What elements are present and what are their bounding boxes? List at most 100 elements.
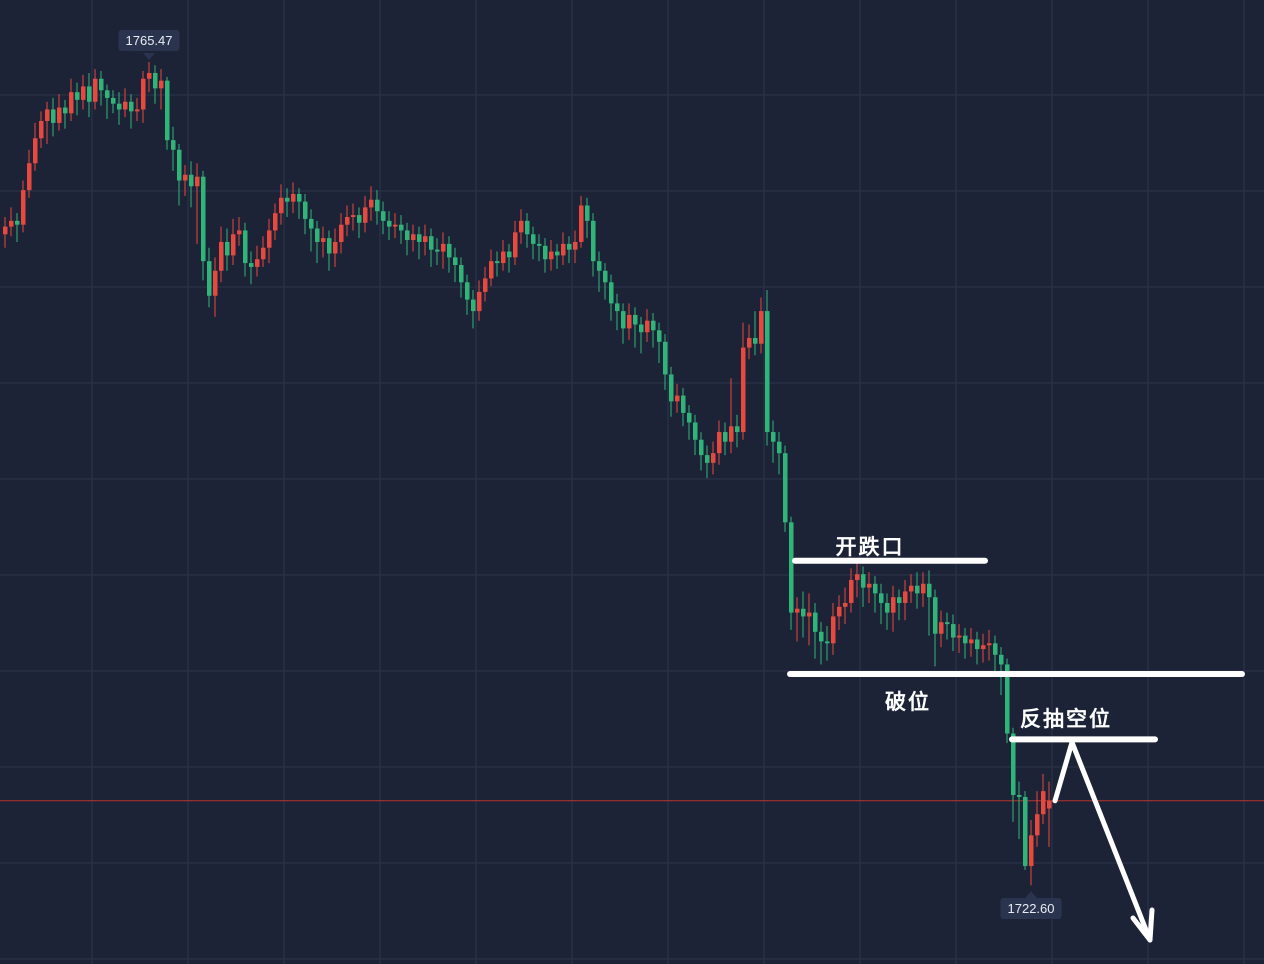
candle-body xyxy=(891,597,896,613)
candle xyxy=(945,612,950,640)
candle-body xyxy=(375,199,380,212)
candle-body xyxy=(753,337,758,344)
candle xyxy=(699,432,704,471)
candle-body xyxy=(699,439,704,456)
candle-body xyxy=(837,606,842,617)
candle xyxy=(285,188,290,217)
candle-body xyxy=(459,265,464,283)
candle xyxy=(903,579,908,621)
candle-body xyxy=(1041,791,1046,815)
candle-body xyxy=(423,236,428,242)
candle xyxy=(567,236,572,264)
candle-body xyxy=(975,639,980,650)
candle-body xyxy=(75,92,80,100)
candle xyxy=(627,303,632,340)
candle xyxy=(969,627,974,657)
candle-body xyxy=(219,241,224,271)
candle-body xyxy=(957,635,962,638)
candle xyxy=(255,245,260,277)
candle-body xyxy=(513,232,518,258)
candle-body xyxy=(867,583,872,588)
candle xyxy=(741,322,746,440)
candle-body xyxy=(855,574,860,580)
candle xyxy=(591,213,596,277)
candle xyxy=(21,180,26,233)
candle-body xyxy=(591,220,596,262)
candle-body xyxy=(567,243,572,250)
candle-body xyxy=(321,238,326,242)
candle-body xyxy=(825,641,830,644)
candle xyxy=(483,266,488,302)
candle-body xyxy=(417,234,422,242)
candle xyxy=(867,572,872,603)
candle xyxy=(15,213,20,242)
candle-body xyxy=(135,109,140,112)
candle xyxy=(633,307,638,348)
candle-body xyxy=(681,395,686,413)
candle-body xyxy=(531,234,536,244)
candle-body xyxy=(885,602,890,613)
candle-body xyxy=(777,441,782,454)
candle-body xyxy=(747,337,752,348)
candle-body xyxy=(543,245,548,260)
candle xyxy=(501,240,506,271)
candle-body xyxy=(693,422,698,440)
candle-body xyxy=(381,211,386,221)
candle xyxy=(135,97,140,121)
candle xyxy=(99,71,104,106)
candle xyxy=(897,589,902,621)
candle xyxy=(375,190,380,225)
candle xyxy=(351,203,356,231)
candle-body xyxy=(213,270,218,296)
candle-body xyxy=(69,92,74,114)
candle xyxy=(117,92,122,125)
candle xyxy=(123,88,128,118)
candle xyxy=(993,635,998,673)
candle-body xyxy=(141,78,146,110)
candle-body xyxy=(801,608,806,617)
annotation-breakdown: 破位 xyxy=(885,689,931,715)
candle xyxy=(651,313,656,348)
candle xyxy=(327,230,332,271)
candle-body xyxy=(9,220,14,227)
candle xyxy=(939,610,944,648)
candle xyxy=(243,222,248,277)
candle xyxy=(747,324,752,360)
candle xyxy=(819,622,824,665)
candle xyxy=(861,566,866,607)
candle xyxy=(621,303,626,344)
candle-body xyxy=(675,395,680,402)
candle-body xyxy=(927,583,932,598)
candle-body xyxy=(771,432,776,442)
candle xyxy=(729,378,734,454)
candle xyxy=(705,445,710,479)
candle-body xyxy=(195,176,200,187)
candle-body xyxy=(315,228,320,242)
candle-body xyxy=(501,251,506,264)
candle-body xyxy=(189,174,194,187)
candle xyxy=(381,201,386,235)
candle xyxy=(411,224,416,252)
candle xyxy=(159,69,164,110)
candle-body xyxy=(609,282,614,304)
candle xyxy=(345,205,350,237)
candle-body xyxy=(1035,814,1040,836)
candle xyxy=(663,334,668,390)
candle-body xyxy=(411,234,416,241)
candle xyxy=(915,572,920,609)
candle-body xyxy=(279,197,284,214)
candle xyxy=(561,232,566,266)
candle-body xyxy=(915,585,920,594)
candle-body xyxy=(297,193,302,202)
candle-body xyxy=(387,220,392,227)
candle-body xyxy=(285,197,290,202)
candle xyxy=(399,215,404,244)
candle xyxy=(807,593,812,646)
candle xyxy=(201,170,206,281)
candle xyxy=(9,207,14,237)
candle xyxy=(951,614,956,651)
candle-body xyxy=(933,597,938,634)
annotation-drawings xyxy=(143,53,1245,943)
candle-body xyxy=(843,602,848,607)
